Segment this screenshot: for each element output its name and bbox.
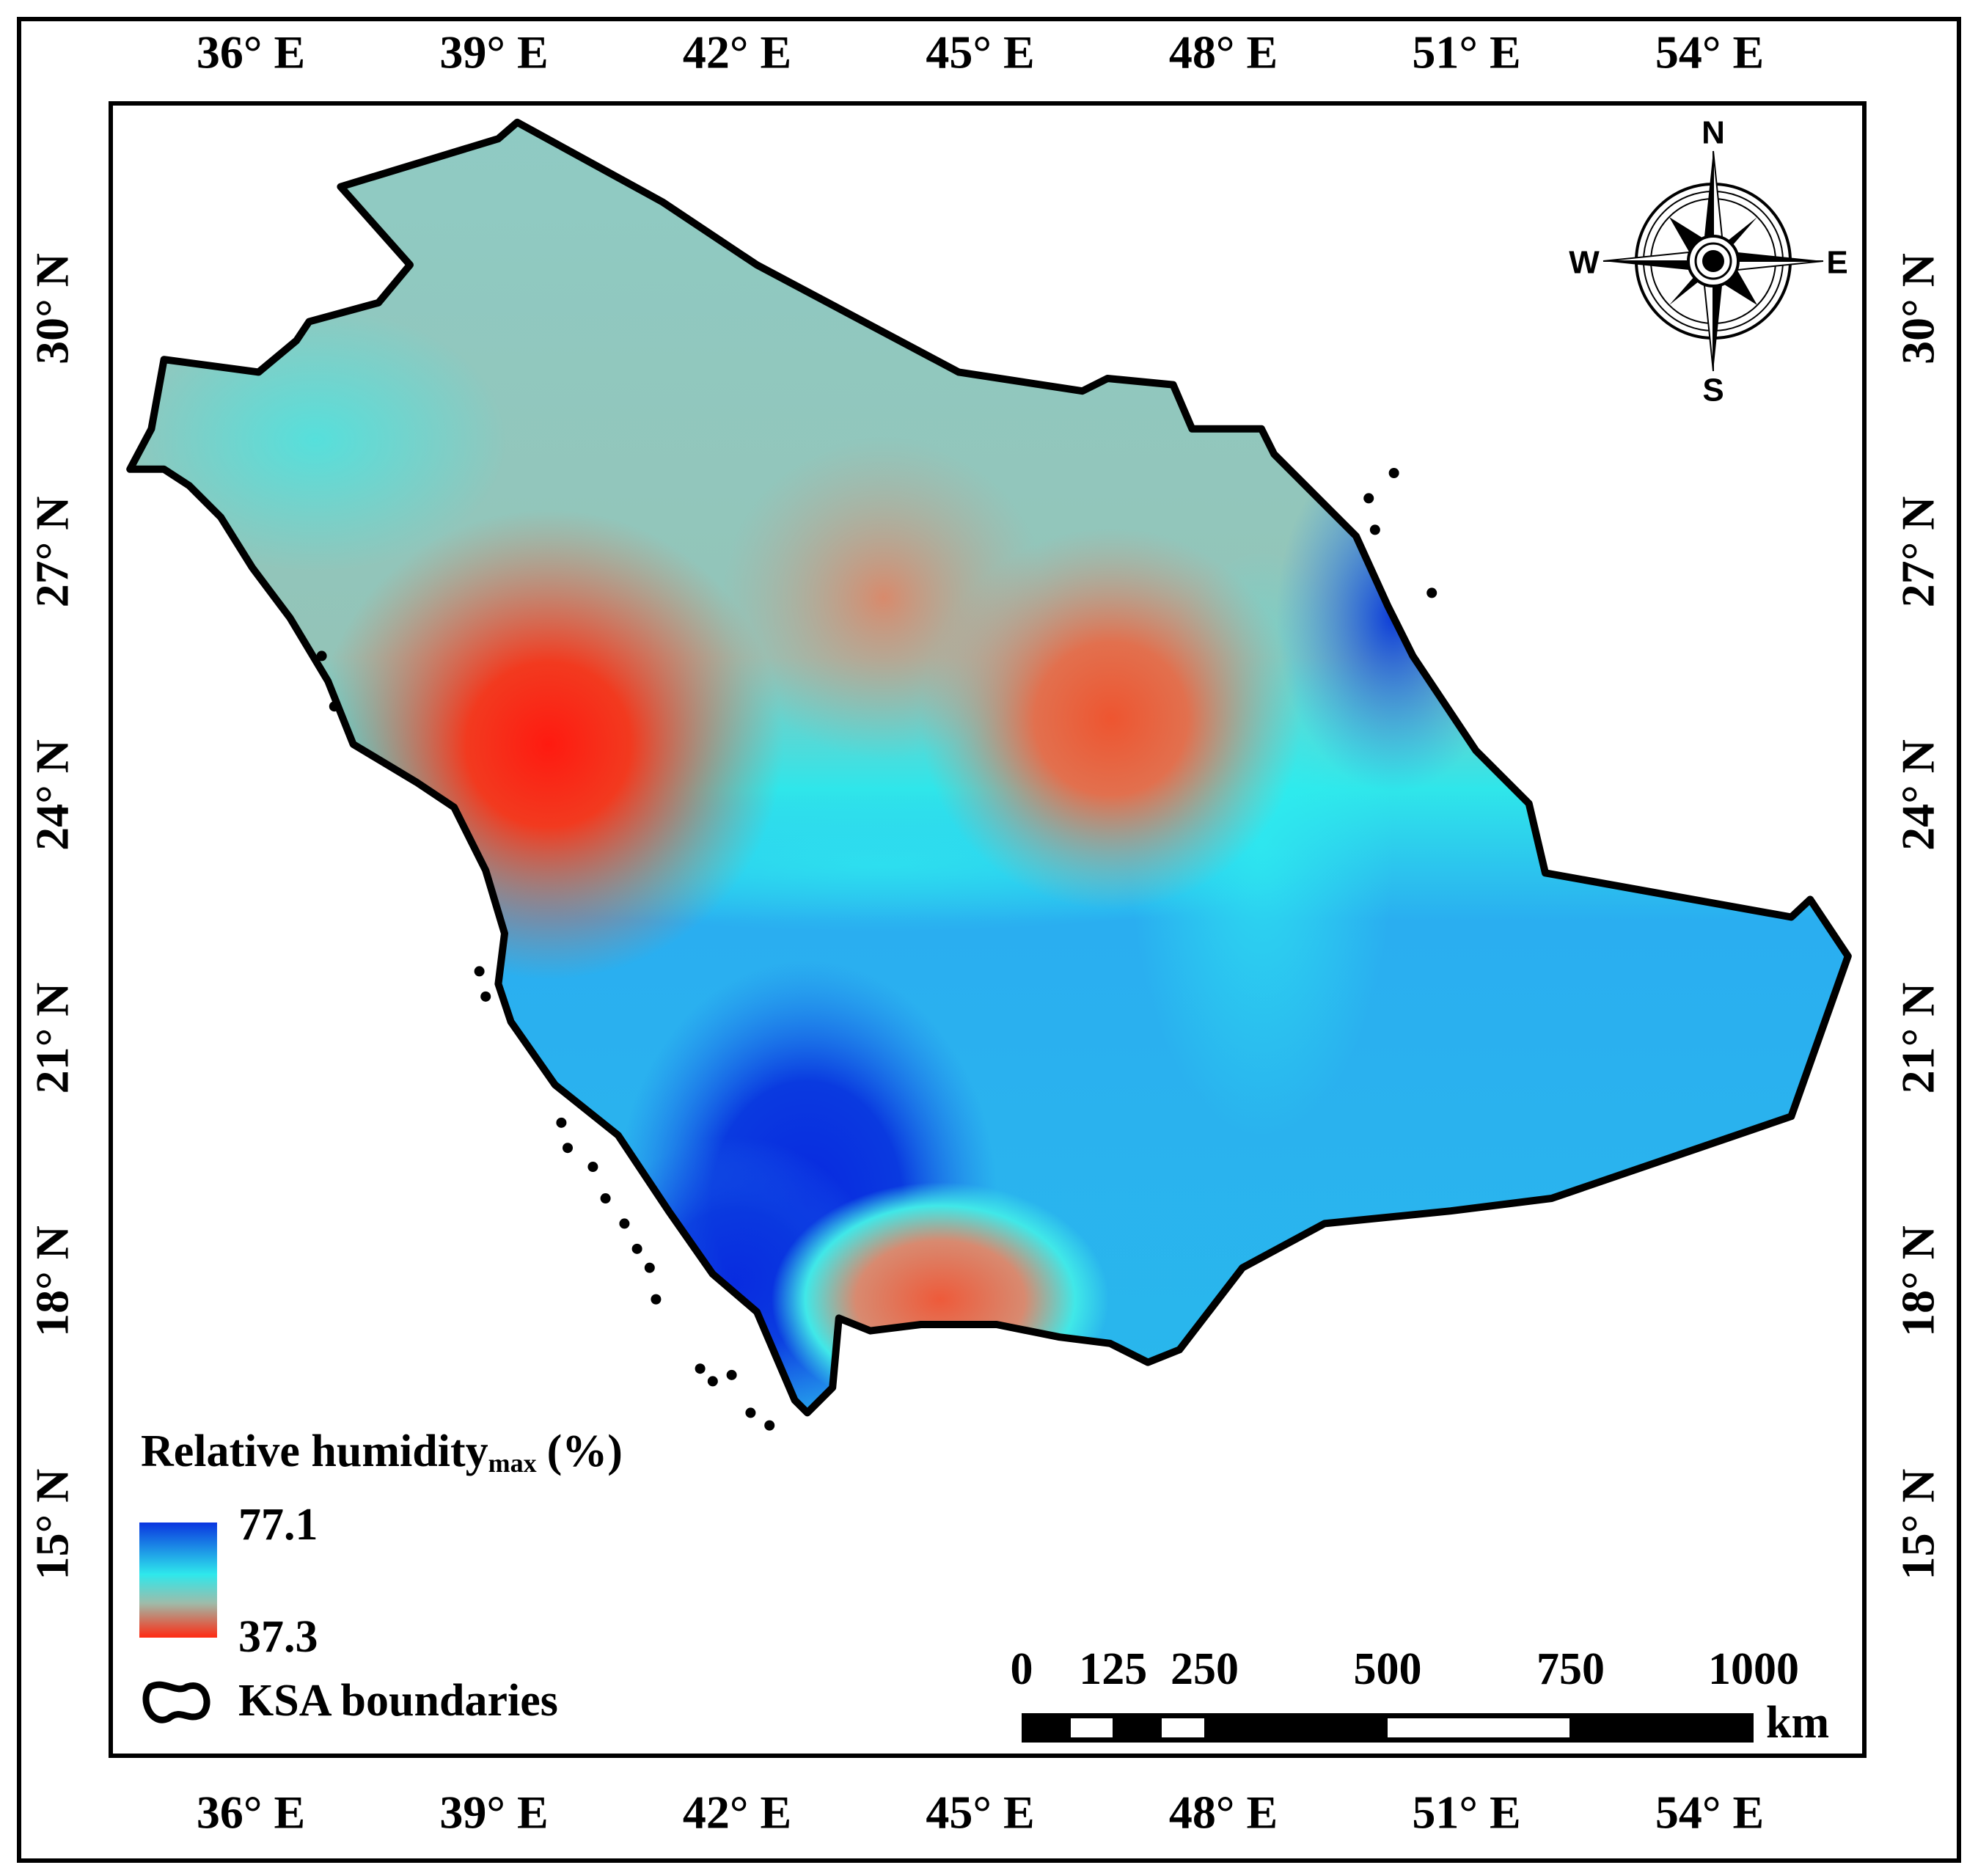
island — [556, 1117, 567, 1128]
scale-bar: km — [1022, 1698, 1829, 1748]
legend-boundary-label: KSA boundaries — [238, 1676, 558, 1726]
island — [764, 1420, 775, 1431]
island — [316, 651, 327, 662]
compass-rose — [1602, 150, 1824, 372]
legend-title-main: Relative humidity — [141, 1426, 488, 1476]
island — [707, 1376, 718, 1387]
scale-bar-label: 0 — [1011, 1644, 1033, 1694]
lat-label-right: 18° N — [1892, 1225, 1944, 1337]
legend: Relative humiditymax (%) 77.1 37.3 KSA bo… — [139, 1426, 623, 1726]
legend-max-label: 77.1 — [238, 1500, 318, 1550]
lat-label-left: 30° N — [26, 253, 78, 364]
island — [1388, 468, 1399, 479]
compass-north: N — [1702, 115, 1725, 151]
island — [619, 1218, 630, 1229]
lon-label-top: 42° E — [683, 26, 791, 78]
island — [644, 1262, 655, 1273]
island — [600, 1193, 611, 1204]
island — [631, 1243, 642, 1254]
lon-label-bottom: 42° E — [683, 1787, 791, 1839]
lat-label-right: 15° N — [1892, 1469, 1944, 1580]
scale-bar-segment — [1162, 1718, 1204, 1737]
scale-bar-label: 125 — [1079, 1644, 1147, 1694]
island — [563, 1143, 574, 1154]
lon-label-bottom: 36° E — [197, 1787, 305, 1839]
lat-label-left: 24° N — [26, 739, 78, 851]
island — [1363, 493, 1374, 504]
lat-label-left: 27° N — [26, 497, 78, 608]
lon-label-top: 54° E — [1655, 26, 1764, 78]
scale-bar-segment — [1388, 1718, 1569, 1737]
island — [745, 1407, 756, 1418]
island — [480, 991, 491, 1002]
island — [726, 1369, 737, 1380]
lon-label-bottom: 51° E — [1412, 1787, 1520, 1839]
lat-label-left: 18° N — [26, 1225, 78, 1337]
lon-label-top: 36° E — [197, 26, 305, 78]
island — [474, 966, 485, 977]
lat-label-right: 27° N — [1892, 497, 1944, 608]
lat-label-right: 30° N — [1892, 253, 1944, 364]
island — [329, 701, 340, 712]
lon-label-top: 45° E — [926, 26, 1034, 78]
compass-east: E — [1826, 245, 1847, 281]
legend-title-unit: (%) — [547, 1426, 623, 1476]
island — [1369, 524, 1380, 535]
scale-bar-segment — [1071, 1718, 1113, 1737]
island — [651, 1294, 662, 1305]
island — [695, 1363, 706, 1374]
lat-label-right: 24° N — [1892, 739, 1944, 851]
legend-title: Relative humiditymax (%) — [141, 1426, 623, 1478]
lat-label-left: 15° N — [26, 1469, 78, 1580]
lon-label-bottom: 39° E — [439, 1787, 548, 1839]
lon-label-top: 51° E — [1412, 26, 1520, 78]
lon-label-top: 39° E — [439, 26, 548, 78]
lat-label-left: 21° N — [26, 983, 78, 1094]
scale-bar-label: 250 — [1171, 1644, 1239, 1694]
legend-min-label: 37.3 — [238, 1612, 318, 1662]
island — [587, 1162, 598, 1173]
compass-west: W — [1569, 245, 1600, 281]
lon-label-bottom: 54° E — [1655, 1787, 1764, 1839]
scale-bar-label: 500 — [1354, 1644, 1422, 1694]
legend-boundary-icon — [142, 1681, 210, 1723]
ksa-boundary — [126, 118, 1852, 1417]
island — [1426, 587, 1437, 598]
scale-bar-label: 750 — [1536, 1644, 1605, 1694]
legend-title-subscript: max — [488, 1448, 537, 1478]
lat-label-right: 21° N — [1892, 983, 1944, 1094]
scale-bar-label: 1000 — [1708, 1644, 1799, 1694]
compass-south: S — [1702, 373, 1724, 408]
legend-color-ramp — [139, 1523, 217, 1638]
lon-label-bottom: 45° E — [926, 1787, 1034, 1839]
lon-label-top: 48° E — [1169, 26, 1278, 78]
scale-bar-unit: km — [1766, 1698, 1829, 1748]
lon-label-bottom: 48° E — [1169, 1787, 1278, 1839]
